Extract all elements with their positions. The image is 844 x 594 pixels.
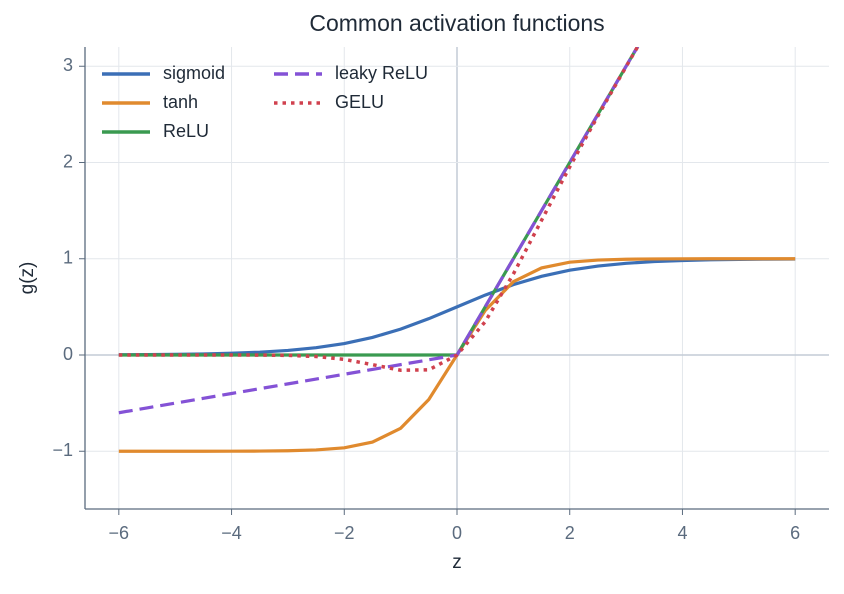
- plot-area: [118, 47, 796, 453]
- legend-label: tanh: [163, 92, 198, 112]
- legend-label: sigmoid: [163, 63, 225, 83]
- legend-label: ReLU: [163, 121, 209, 141]
- x-tick-label: −6: [109, 523, 130, 543]
- y-tick-label: 0: [63, 344, 73, 364]
- x-tick-label: −4: [221, 523, 242, 543]
- x-axis-label: z: [452, 552, 462, 573]
- chart-title: Common activation functions: [309, 10, 604, 36]
- y-axis-label: g(z): [17, 262, 38, 295]
- x-tick-label: 2: [565, 523, 575, 543]
- legend-label: leaky ReLU: [335, 63, 428, 83]
- line-series: [118, 47, 640, 373]
- x-tick-label: −2: [334, 523, 355, 543]
- y-tick-label: 3: [63, 55, 73, 75]
- legend-label: GELU: [335, 92, 384, 112]
- x-tick-label: 6: [790, 523, 800, 543]
- y-tick-label: 2: [63, 151, 73, 171]
- x-tick-label: 4: [677, 523, 687, 543]
- y-tick-label: −1: [52, 440, 73, 460]
- x-tick-label: 0: [452, 523, 462, 543]
- y-tick-label: 1: [63, 248, 73, 268]
